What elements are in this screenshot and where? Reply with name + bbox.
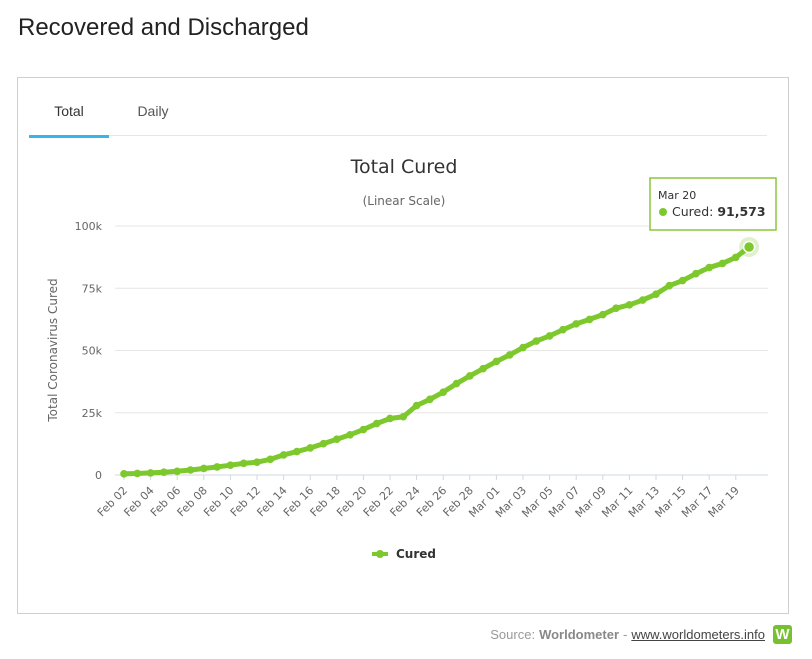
y-tick-label: 25k xyxy=(82,407,103,420)
data-point[interactable] xyxy=(479,364,487,373)
data-point[interactable] xyxy=(492,357,501,366)
data-point[interactable] xyxy=(599,310,607,319)
data-point[interactable] xyxy=(638,296,647,304)
source-separator: - xyxy=(623,627,628,642)
data-point[interactable] xyxy=(612,304,620,312)
tab-total[interactable]: Total xyxy=(29,100,109,138)
tooltip: Mar 20 Cured: 91,573 xyxy=(649,177,777,231)
data-point[interactable] xyxy=(266,455,275,464)
data-point[interactable] xyxy=(426,395,434,404)
y-axis-label: Total Coronavirus Cured xyxy=(46,278,60,422)
source-name: Worldometer xyxy=(539,627,619,642)
tooltip-number: 91,573 xyxy=(717,204,765,219)
y-tick-label: 50k xyxy=(82,345,103,358)
tab-bar: Total Daily xyxy=(29,100,767,138)
data-point[interactable] xyxy=(306,444,315,452)
data-point[interactable] xyxy=(439,388,448,396)
data-point[interactable] xyxy=(279,451,288,459)
data-point[interactable] xyxy=(133,469,142,478)
data-point[interactable] xyxy=(692,269,700,278)
data-point[interactable] xyxy=(652,290,660,298)
data-point[interactable] xyxy=(399,412,408,421)
data-point[interactable] xyxy=(186,466,195,474)
data-point[interactable] xyxy=(146,469,155,477)
page-title: Recovered and Discharged xyxy=(18,14,309,41)
data-point[interactable] xyxy=(412,401,421,410)
data-point[interactable] xyxy=(346,430,354,439)
data-point[interactable] xyxy=(200,464,208,473)
data-point[interactable] xyxy=(732,253,740,262)
series-line-cured xyxy=(121,244,752,477)
data-point[interactable] xyxy=(319,439,328,448)
data-point[interactable] xyxy=(120,470,128,478)
data-point[interactable] xyxy=(160,468,168,477)
tooltip-marker xyxy=(659,208,667,216)
data-point[interactable] xyxy=(705,263,713,272)
data-point[interactable] xyxy=(452,379,461,388)
data-point[interactable] xyxy=(333,435,341,444)
chart-subtitle: (Linear Scale) xyxy=(363,194,446,208)
data-point[interactable] xyxy=(239,459,248,468)
tab-daily[interactable]: Daily xyxy=(137,103,169,119)
data-point[interactable] xyxy=(213,463,221,471)
data-point[interactable] xyxy=(718,259,727,268)
chart-title: Total Cured xyxy=(350,156,458,178)
data-point[interactable] xyxy=(359,425,368,434)
source-link[interactable]: www.worldometers.info xyxy=(631,627,765,642)
tooltip-date: Mar 20 xyxy=(658,189,696,202)
data-point[interactable] xyxy=(559,325,567,334)
legend-label-cured[interactable]: Cured xyxy=(396,547,436,561)
data-point[interactable] xyxy=(173,467,181,476)
source-prefix: Source: xyxy=(490,627,536,642)
y-tick-label: 0 xyxy=(95,469,102,482)
data-point[interactable] xyxy=(532,337,541,345)
tooltip-series-name: Cured xyxy=(672,204,709,219)
data-point[interactable] xyxy=(372,419,381,428)
hovered-point[interactable] xyxy=(742,240,756,254)
tooltip-value: Cured: 91,573 xyxy=(672,204,766,219)
data-point[interactable] xyxy=(625,301,634,309)
source-credit: Source: Worldometer - www.worldometers.i… xyxy=(490,625,792,644)
data-point[interactable] xyxy=(466,372,474,380)
data-point[interactable] xyxy=(545,332,554,340)
data-point[interactable] xyxy=(572,320,580,328)
chart-panel: Total Daily xyxy=(17,77,789,614)
data-point[interactable] xyxy=(386,414,394,423)
data-point[interactable] xyxy=(519,343,527,352)
data-point[interactable] xyxy=(678,276,687,285)
worldometer-logo-icon[interactable]: W xyxy=(773,625,792,644)
data-point[interactable] xyxy=(293,447,301,456)
y-tick-label: 75k xyxy=(82,282,103,295)
data-point[interactable] xyxy=(505,351,514,359)
tooltip-box xyxy=(649,177,777,231)
y-tick-label: 100k xyxy=(75,220,103,233)
data-point[interactable] xyxy=(253,458,261,466)
data-point[interactable] xyxy=(665,281,674,290)
data-point[interactable] xyxy=(585,315,594,324)
data-point[interactable] xyxy=(226,461,235,469)
legend-marker-cured xyxy=(376,550,384,558)
